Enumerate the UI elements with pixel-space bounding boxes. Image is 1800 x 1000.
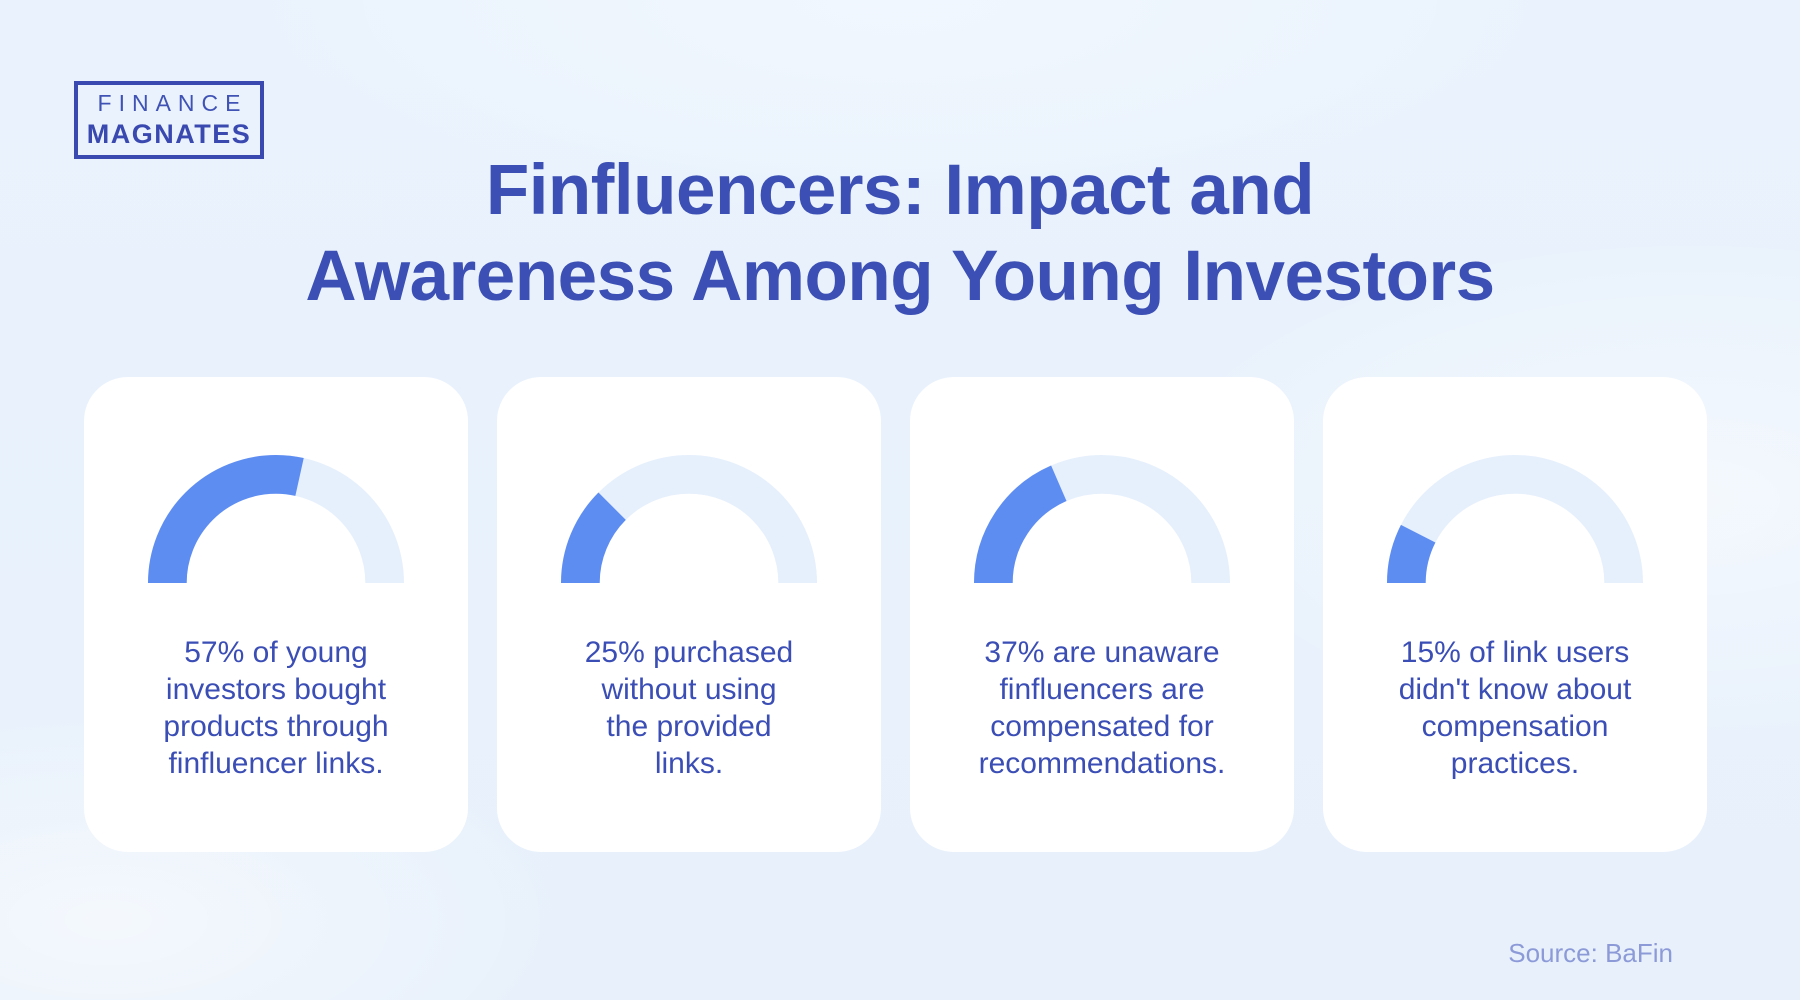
gauge-fill	[147, 455, 405, 584]
logo-text-magnates: MAGNATES	[86, 119, 252, 149]
stat-card-2: 25% purchased without using the provided…	[497, 377, 881, 852]
gauge-fill	[973, 455, 1231, 584]
page-title-line2: Awareness Among Young Investors	[305, 237, 1495, 316]
stat-card-text: 15% of link users didn't know about comp…	[1398, 636, 1632, 780]
stat-card-3: 37% are unaware finfluencers are compens…	[910, 377, 1294, 852]
gauge-fill	[560, 455, 818, 584]
stat-cards-row: 57% of young investors bought products t…	[84, 377, 1707, 852]
gauge-chart-25	[560, 455, 818, 584]
page-title: Finfluencers: Impact and Awareness Among …	[0, 148, 1800, 320]
gauge-chart-57	[147, 455, 405, 584]
gauge-chart-15	[1386, 455, 1644, 584]
gauge-track	[1386, 455, 1644, 584]
finance-magnates-logo: FINANCE MAGNATES	[74, 81, 264, 159]
stat-card-text: 57% of young investors bought products t…	[163, 636, 389, 780]
source-attribution: Source: BaFin	[1508, 938, 1673, 968]
stat-card-text: 25% purchased without using the provided…	[584, 636, 794, 780]
stat-card-4: 15% of link users didn't know about comp…	[1323, 377, 1707, 852]
stat-card-1: 57% of young investors bought products t…	[84, 377, 468, 852]
gauge-chart-37	[973, 455, 1231, 584]
page-title-line1: Finfluencers: Impact and	[485, 151, 1315, 230]
logo-text-finance: FINANCE	[97, 90, 248, 116]
stat-card-text: 37% are unaware finfluencers are compens…	[978, 636, 1226, 780]
